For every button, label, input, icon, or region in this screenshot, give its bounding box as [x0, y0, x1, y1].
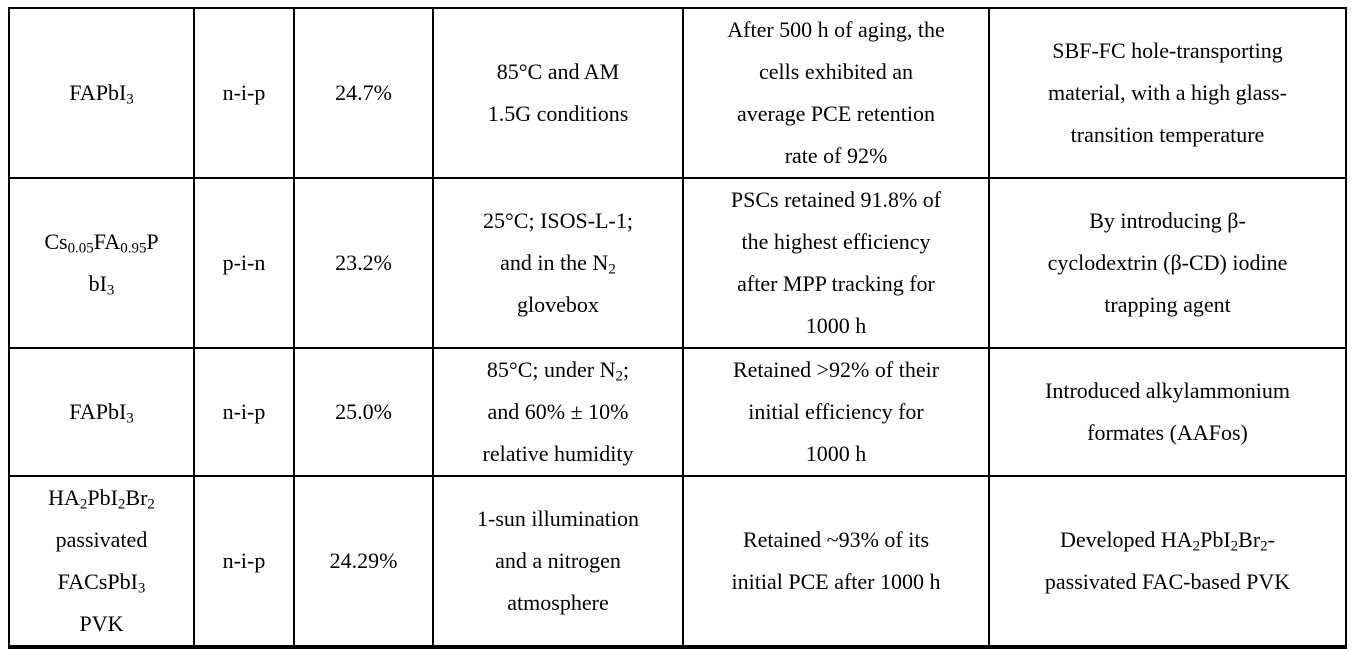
- material-cell: Cs0.05FA0.95P bI3: [8, 177, 195, 349]
- structure-cell: p-i-n: [193, 177, 295, 349]
- conditions-cell: 25°C; ISOS-L-1; and in the N2 glovebox: [432, 177, 684, 349]
- strategy-cell: Developed HA2PbI2Br2- passivated FAC-base…: [988, 475, 1347, 649]
- strategy-cell: Introduced alkylammonium formates (AAFos): [988, 347, 1347, 477]
- material-cell: HA2PbI2Br2 passivated FACsPbI3 PVK: [8, 475, 195, 649]
- stability-cell: Retained ~93% of its initial PCE after 10…: [682, 475, 990, 649]
- strategy-cell: By introducing β-cyclodextrin (β-CD) iod…: [988, 177, 1347, 349]
- table-row: Cs0.05FA0.95P bI3 p-i-n 23.2% 25°C; ISOS-…: [8, 177, 1347, 349]
- table-row: FAPbI3 n-i-p 25.0% 85°C; under N2; and 60…: [8, 347, 1347, 477]
- structure-cell: n-i-p: [193, 7, 295, 179]
- structure-cell: n-i-p: [193, 475, 295, 649]
- conditions-cell: 85°C; under N2; and 60% ± 10% relative hum…: [432, 347, 684, 477]
- pce-cell: 23.2%: [293, 177, 434, 349]
- stability-cell: PSCs retained 91.8% of the highest effici…: [682, 177, 990, 349]
- strategy-cell: SBF-FC hole-transporting material, with a…: [988, 7, 1347, 179]
- stability-cell: Retained >92% of their initial efficiency…: [682, 347, 990, 477]
- structure-cell: n-i-p: [193, 347, 295, 477]
- material-cell: FAPbI3: [8, 347, 195, 477]
- psc-stability-table: FAPbI3 n-i-p 24.7% 85°C and AM 1.5G condi…: [8, 7, 1347, 649]
- stability-cell: After 500 h of aging, the cells exhibited…: [682, 7, 990, 179]
- material-cell: FAPbI3: [8, 7, 195, 179]
- pce-cell: 24.29%: [293, 475, 434, 649]
- pce-cell: 25.0%: [293, 347, 434, 477]
- conditions-cell: 85°C and AM 1.5G conditions: [432, 7, 684, 179]
- table-row: HA2PbI2Br2 passivated FACsPbI3 PVK n-i-p 24…: [8, 475, 1347, 649]
- conditions-cell: 1-sun illumination and a nitrogen atmosphe…: [432, 475, 684, 649]
- table-row: FAPbI3 n-i-p 24.7% 85°C and AM 1.5G condi…: [8, 7, 1347, 179]
- pce-cell: 24.7%: [293, 7, 434, 179]
